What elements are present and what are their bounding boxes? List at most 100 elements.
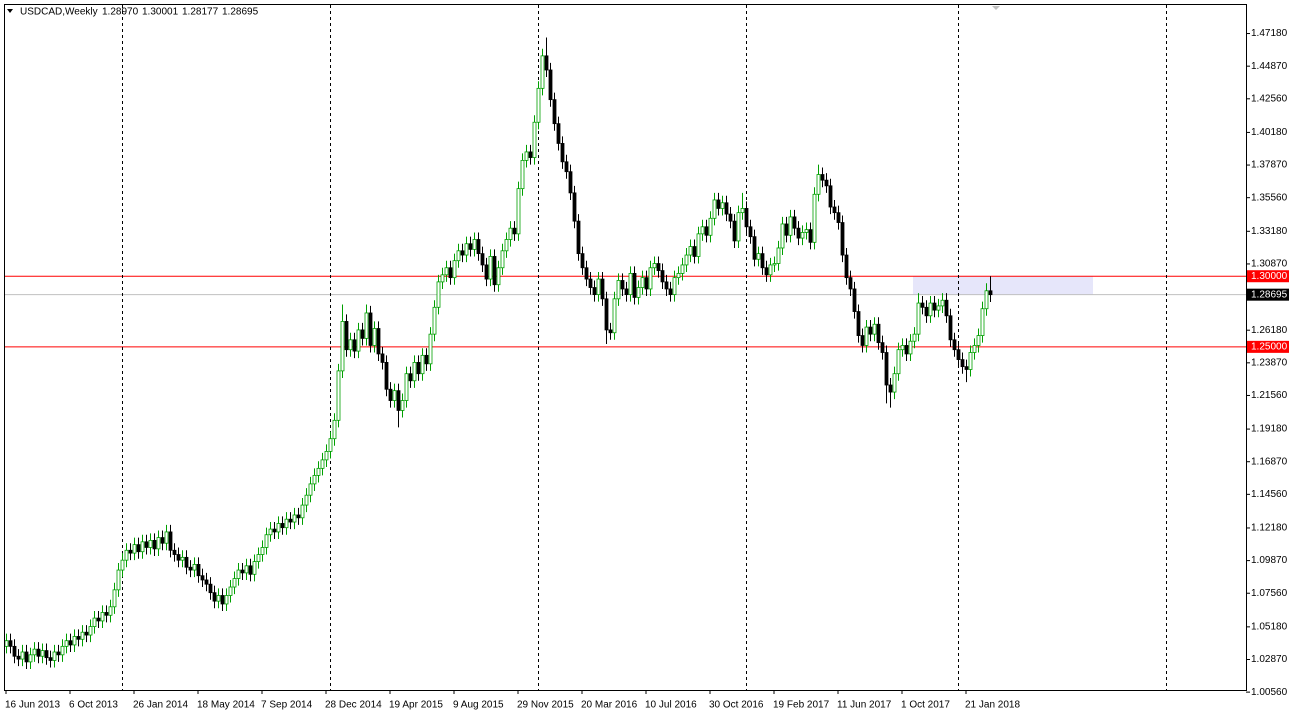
candle-body [200,575,205,581]
candle-body [580,253,585,269]
candle-body [796,227,801,239]
candle-body [844,254,849,279]
candle-body [80,631,85,640]
y-tick-label: 1.35560 [1251,192,1288,203]
x-tick-label: 7 Sep 2014 [261,700,313,711]
x-tick-label: 21 Jan 2018 [965,700,1020,711]
candle-body [832,206,837,214]
candle-body [656,263,661,271]
x-tick-label: 18 May 2014 [197,700,255,711]
candle-body [356,329,361,352]
candle-body [504,239,509,252]
candle-body [892,373,897,393]
candle-body [804,229,809,233]
candle-body [728,213,733,222]
candle-body [156,537,161,550]
candle-body [572,192,577,222]
x-tick-label: 20 Mar 2016 [581,700,638,711]
candle-body [860,335,865,346]
candle-body [236,569,241,579]
candle-body [972,345,977,353]
y-tick-label: 1.44870 [1251,61,1288,72]
candle-body [352,339,357,352]
candle-body [660,270,665,283]
candle-body [140,541,145,553]
x-tick-label: 29 Nov 2015 [517,700,574,711]
candle-body [908,340,913,355]
candle-body [968,352,973,370]
candle-body [372,328,377,346]
candle-body [8,640,13,647]
candle-body [164,531,169,544]
candle-body [272,528,277,533]
candle-body [212,592,217,602]
candle-body [492,256,497,286]
candle-body [12,645,17,657]
candle-body [956,349,961,360]
candle-body [964,366,969,370]
candle-body [672,277,677,295]
candle-body [700,226,705,235]
candle-body [312,475,317,485]
candle-body [248,565,253,575]
candle-body [904,345,909,355]
candle-body [760,253,765,269]
candle-body [812,193,817,243]
candle-body [740,208,745,214]
candle-body [120,559,125,571]
candle-body [44,650,49,659]
candle-body [264,534,269,548]
candle-body [612,298,617,334]
candle-body [92,617,97,627]
candle-body [568,171,573,194]
candle-body [840,222,845,256]
candle-body [848,277,853,290]
candle-body [64,640,69,647]
candle-body [752,236,757,260]
y-tick-label: 1.12180 [1251,523,1288,534]
candle-body [960,359,965,368]
candle-body [500,250,505,269]
candle-body [588,278,593,288]
candle-body [340,321,345,372]
candle-body [808,229,813,243]
candle-body [576,220,581,255]
candle-body [384,362,389,390]
x-tick-label: 1 Oct 2017 [901,700,950,711]
price-label: 1.28695 [1251,289,1288,300]
candle-body [412,362,417,382]
ohlc-open: 1.28970 [102,7,139,18]
candle-body [84,631,89,636]
candle-body [348,339,353,351]
candle-body [472,239,477,250]
candle-body [484,264,489,280]
menu-arrow [7,9,13,13]
candle-body [464,243,469,256]
candle-body [676,273,681,279]
candle-body [168,531,173,551]
candle-body [528,151,533,158]
candle-body [428,333,433,365]
candle-body [640,277,645,288]
candle-body [128,549,133,554]
candle-body [424,354,429,365]
candle-body [932,302,937,311]
candle-body [920,302,925,308]
candle-body [692,246,697,257]
candle-body [900,345,905,351]
candle-body [664,281,669,290]
y-tick-label: 1.02870 [1251,654,1288,665]
price-label: 1.25000 [1251,342,1288,353]
candle-body [20,651,25,660]
candle-body [784,223,789,236]
candle-body [4,640,9,647]
candle-body [764,267,769,276]
candle-body [488,256,493,280]
candle-body [448,267,453,279]
y-tick-label: 1.09870 [1251,555,1288,566]
candle-body [720,202,725,209]
candle-body [820,174,825,181]
candle-body [284,518,289,529]
y-tick-label: 1.19180 [1251,424,1288,435]
